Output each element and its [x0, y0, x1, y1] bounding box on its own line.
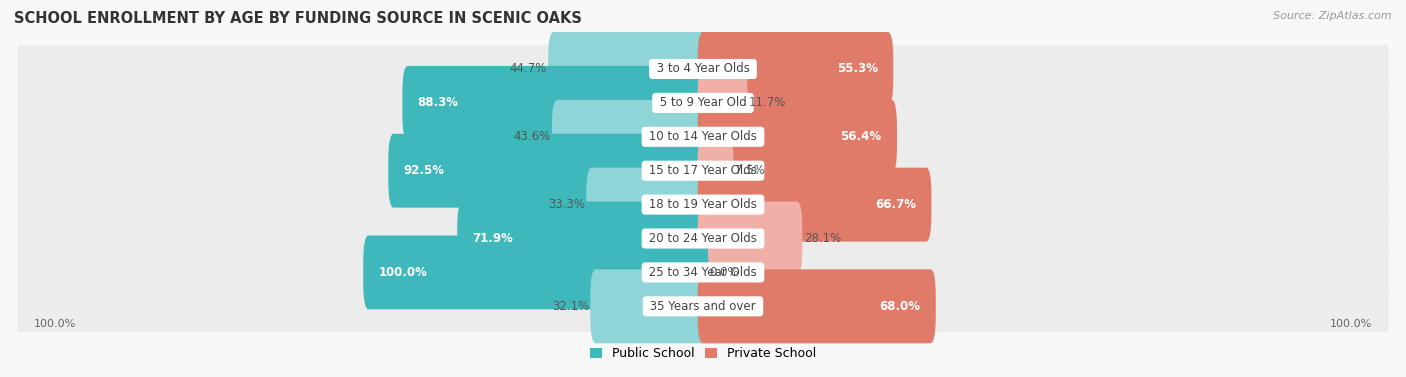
FancyBboxPatch shape	[17, 241, 1389, 303]
FancyBboxPatch shape	[17, 139, 1389, 202]
Text: 3 to 4 Year Olds: 3 to 4 Year Olds	[652, 63, 754, 75]
FancyBboxPatch shape	[697, 32, 893, 106]
Text: SCHOOL ENROLLMENT BY AGE BY FUNDING SOURCE IN SCENIC OAKS: SCHOOL ENROLLMENT BY AGE BY FUNDING SOUR…	[14, 11, 582, 26]
FancyBboxPatch shape	[697, 202, 803, 276]
FancyBboxPatch shape	[17, 207, 1389, 270]
Text: 68.0%: 68.0%	[879, 300, 921, 313]
Text: Source: ZipAtlas.com: Source: ZipAtlas.com	[1274, 11, 1392, 21]
Text: 92.5%: 92.5%	[404, 164, 444, 177]
Text: 100.0%: 100.0%	[1330, 319, 1372, 329]
FancyBboxPatch shape	[17, 72, 1389, 134]
FancyBboxPatch shape	[551, 100, 709, 174]
FancyBboxPatch shape	[388, 134, 709, 208]
Legend: Public School, Private School: Public School, Private School	[589, 347, 817, 360]
Text: 71.9%: 71.9%	[472, 232, 513, 245]
FancyBboxPatch shape	[17, 106, 1389, 168]
Text: 18 to 19 Year Olds: 18 to 19 Year Olds	[645, 198, 761, 211]
Text: 100.0%: 100.0%	[34, 319, 76, 329]
Text: 66.7%: 66.7%	[875, 198, 917, 211]
Text: 28.1%: 28.1%	[804, 232, 841, 245]
FancyBboxPatch shape	[17, 38, 1389, 100]
Text: 56.4%: 56.4%	[841, 130, 882, 143]
Text: 20 to 24 Year Olds: 20 to 24 Year Olds	[645, 232, 761, 245]
Text: 32.1%: 32.1%	[551, 300, 589, 313]
Text: 44.7%: 44.7%	[509, 63, 547, 75]
Text: 7.5%: 7.5%	[735, 164, 765, 177]
FancyBboxPatch shape	[697, 66, 748, 140]
Text: 33.3%: 33.3%	[548, 198, 585, 211]
FancyBboxPatch shape	[363, 236, 709, 310]
FancyBboxPatch shape	[591, 270, 709, 343]
Text: 15 to 17 Year Olds: 15 to 17 Year Olds	[645, 164, 761, 177]
FancyBboxPatch shape	[697, 100, 897, 174]
FancyBboxPatch shape	[402, 66, 709, 140]
FancyBboxPatch shape	[457, 202, 709, 276]
Text: 100.0%: 100.0%	[378, 266, 427, 279]
FancyBboxPatch shape	[17, 173, 1389, 236]
Text: 55.3%: 55.3%	[837, 63, 877, 75]
Text: 0.0%: 0.0%	[710, 266, 740, 279]
FancyBboxPatch shape	[697, 134, 734, 208]
Text: 5 to 9 Year Old: 5 to 9 Year Old	[655, 97, 751, 109]
Text: 43.6%: 43.6%	[513, 130, 551, 143]
Text: 35 Years and over: 35 Years and over	[647, 300, 759, 313]
Text: 88.3%: 88.3%	[418, 97, 458, 109]
Text: 11.7%: 11.7%	[749, 97, 786, 109]
FancyBboxPatch shape	[548, 32, 709, 106]
FancyBboxPatch shape	[697, 270, 936, 343]
FancyBboxPatch shape	[17, 275, 1389, 337]
FancyBboxPatch shape	[697, 168, 931, 242]
Text: 25 to 34 Year Olds: 25 to 34 Year Olds	[645, 266, 761, 279]
FancyBboxPatch shape	[586, 168, 709, 242]
Text: 10 to 14 Year Olds: 10 to 14 Year Olds	[645, 130, 761, 143]
